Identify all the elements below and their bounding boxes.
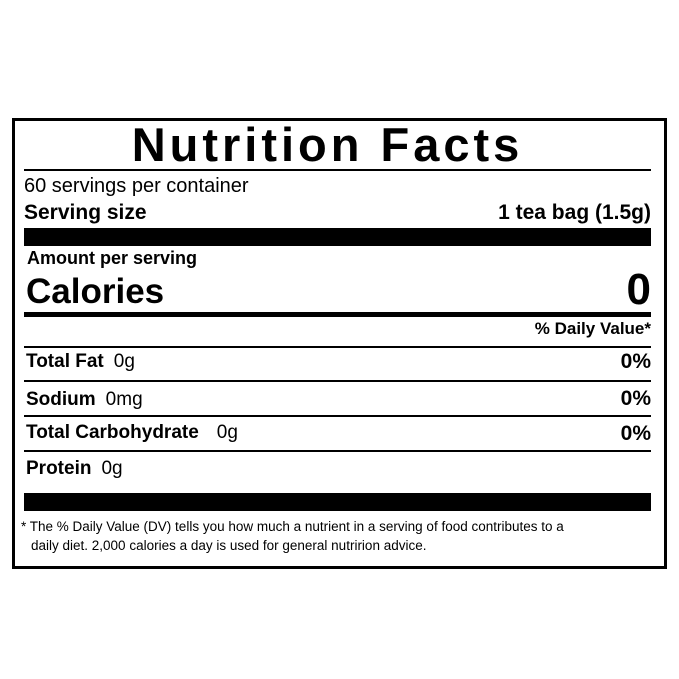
nutrient-total-fat: Total Fat 0g (26, 351, 135, 372)
calories-value: 0 (626, 265, 651, 314)
thick-bar (24, 228, 651, 246)
divider (24, 380, 651, 382)
serving-size-value: 1 tea bag (1.5g) (498, 201, 651, 224)
nutrient-sodium: Sodium 0mg (26, 389, 143, 410)
footnote-line-2: daily diet. 2,000 calories a day is used… (31, 538, 427, 553)
thick-bar (24, 493, 651, 511)
divider (24, 169, 651, 171)
nutrient-dv: 0% (620, 350, 651, 373)
calories-label: Calories (26, 272, 165, 311)
daily-value-header: % Daily Value* (534, 319, 651, 338)
divider (24, 415, 651, 417)
serving-size-label: Serving size (24, 201, 147, 224)
footnote-line-1: * The % Daily Value (DV) tells you how m… (21, 519, 564, 534)
panel-title: Nutrition Facts (131, 118, 524, 171)
divider (24, 346, 651, 348)
amount-per-serving: Amount per serving (27, 248, 198, 268)
nutrition-facts-panel (12, 118, 667, 569)
servings-per-container: 60 servings per container (24, 175, 249, 197)
nutrient-total-carbohydrate: Total Carbohydrate 0g (26, 422, 238, 443)
nutrient-dv: 0% (620, 422, 651, 445)
medium-bar (24, 312, 651, 317)
nutrient-dv: 0% (620, 387, 651, 410)
nutrient-protein: Protein 0g (26, 458, 123, 479)
divider (24, 450, 651, 452)
